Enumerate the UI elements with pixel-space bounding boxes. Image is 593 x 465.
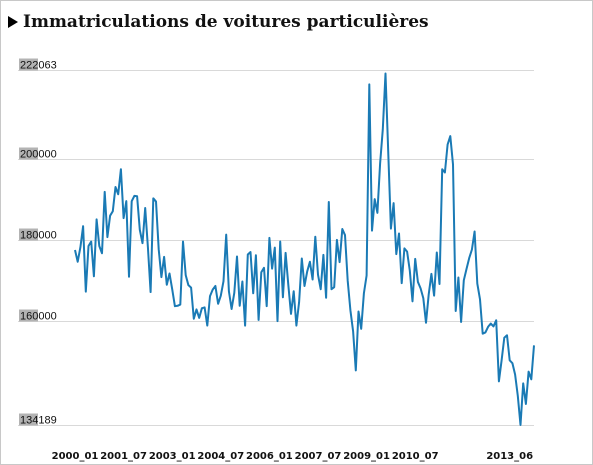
x-tick-label: 2009_01 <box>343 451 390 462</box>
x-tick-label: 2013_06 <box>486 451 533 462</box>
y-tick-label: 200000 <box>20 149 57 161</box>
x-tick-label: 2010_07 <box>392 451 439 462</box>
x-tick-label: 2004_07 <box>197 451 244 462</box>
x-tick-label: 2000_01 <box>52 451 99 462</box>
x-axis-labels: 2000_01 2001_07 2003_01 2004_07 2006_01 2007_… <box>52 451 533 462</box>
x-tick-label: 2001_07 <box>100 451 147 462</box>
y-tick-label: 134189 <box>20 415 57 427</box>
x-tick-label: 2003_01 <box>149 451 196 462</box>
y-label-background-0 <box>19 58 38 71</box>
chart-title-row: Immatriculations de voitures particulièr… <box>8 10 429 34</box>
y-tick-label: 160000 <box>20 311 57 323</box>
x-tick-label: 2006_01 <box>246 451 293 462</box>
y-axis-labels: 222063 200000 180000 160000 134189 <box>19 58 57 427</box>
series-line <box>74 72 535 426</box>
y-label-background-2 <box>19 228 38 241</box>
y-tick-label: 222063 <box>20 60 57 72</box>
y-label-background-4 <box>19 413 38 426</box>
chart-title: Immatriculations de voitures particulièr… <box>23 12 429 32</box>
x-tick-label: 2007_07 <box>295 451 342 462</box>
y-tick-label: 180000 <box>20 230 57 242</box>
y-label-background-3 <box>19 309 38 322</box>
gridlines <box>18 70 534 426</box>
y-label-background-1 <box>19 147 38 160</box>
play-triangle-icon <box>8 16 18 28</box>
series-layer <box>74 72 535 426</box>
